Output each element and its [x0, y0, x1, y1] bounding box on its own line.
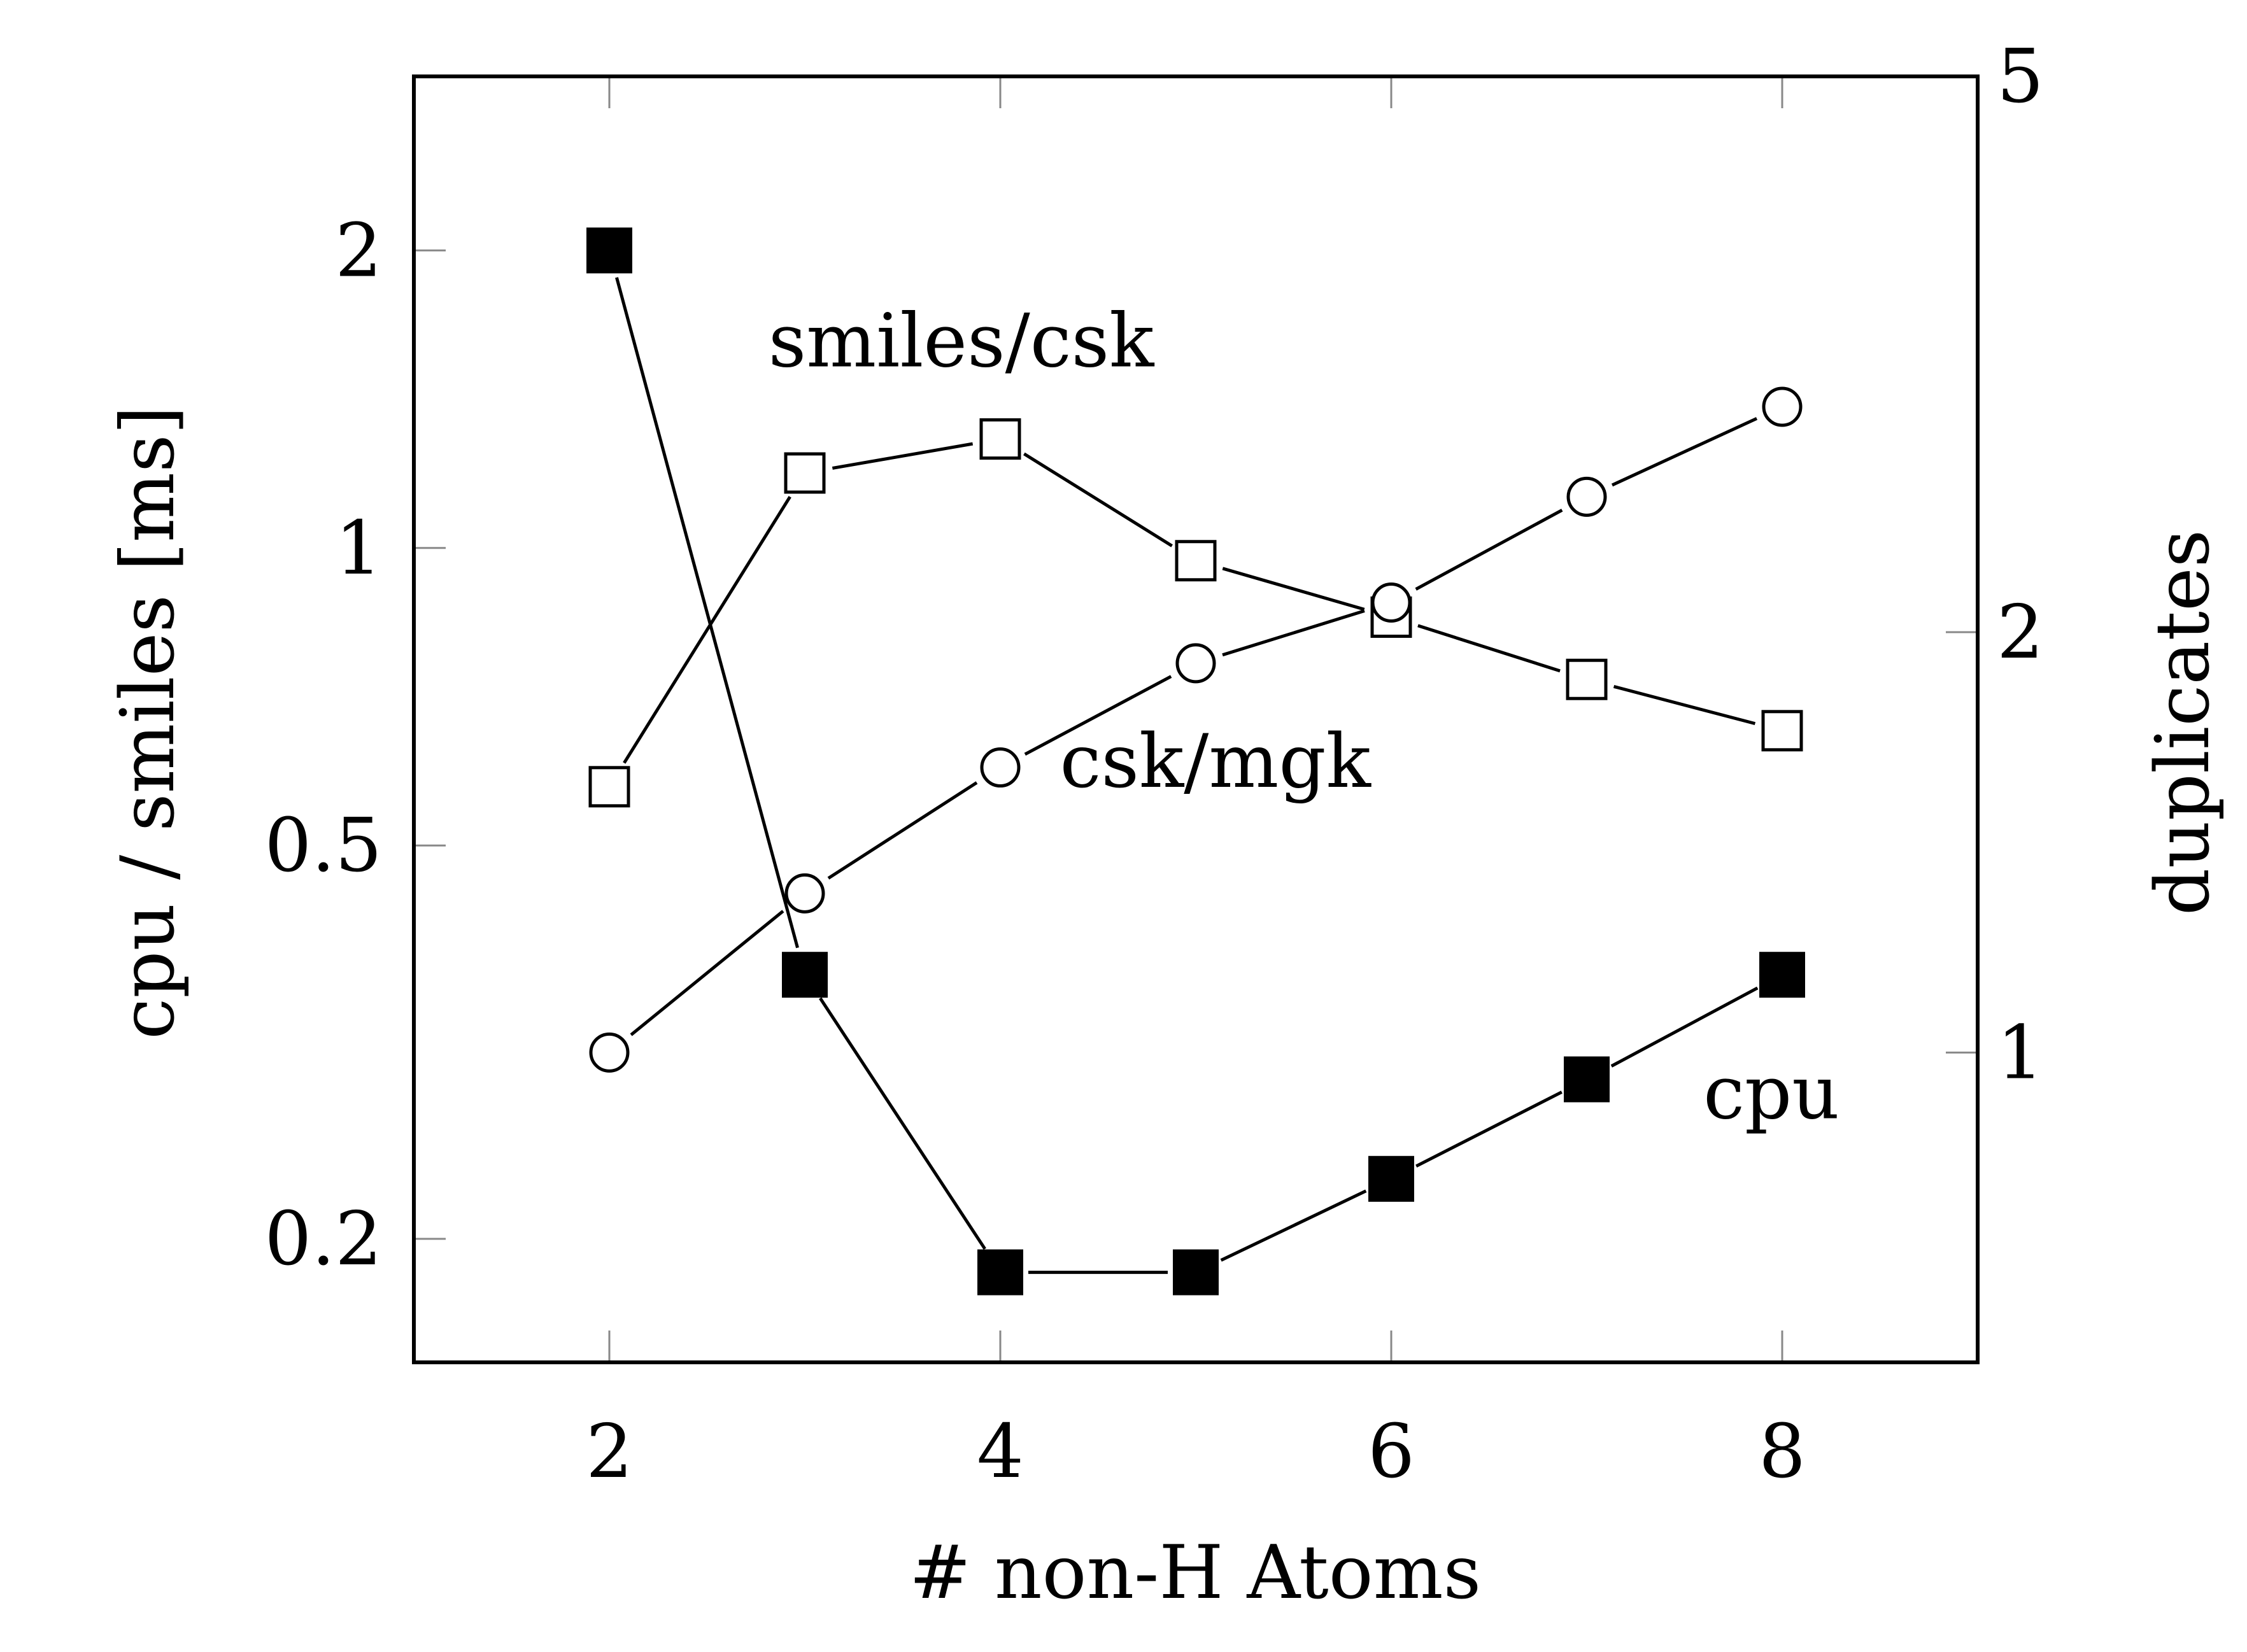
point-smiles-csk	[588, 766, 630, 808]
y-axis-title-left: cpu / smiles [ms]	[105, 406, 191, 1040]
series-lines	[615, 277, 1759, 1274]
point-csk-mgk	[1371, 582, 1412, 623]
point-csk-mgk	[784, 873, 825, 914]
tick-labels: 2 4 6 8 0.2 0.5 1 2 1 2 5 cpu smiles/csk csk/mgk	[265, 34, 2044, 1495]
series-line-csk-mgk	[827, 781, 978, 880]
series-line-cpu	[1415, 1091, 1563, 1168]
series-line-smiles-csk	[623, 496, 791, 764]
plot-frame	[412, 74, 1980, 1364]
series-line-csk-mgk	[1222, 609, 1365, 657]
y-axis-title-right: duplicates	[2140, 530, 2226, 915]
y-tick-label-left: 0.5	[265, 803, 382, 889]
point-csk-mgk	[1566, 476, 1607, 517]
series-line-smiles-csk	[1222, 567, 1365, 611]
point-csk-mgk	[980, 747, 1021, 788]
x-tick-label: 4	[977, 1409, 1024, 1495]
y-tick-label-right: 1	[1997, 1010, 2044, 1096]
y-tick-label-right: 5	[1997, 34, 2044, 120]
point-csk-mgk	[1175, 643, 1216, 684]
series-line-csk-mgk	[1611, 417, 1758, 487]
point-csk-mgk	[589, 1032, 630, 1073]
point-cpu	[586, 227, 632, 274]
y-tick-label-right: 2	[1997, 589, 2044, 675]
series-label-csk-mgk: csk/mgk	[1060, 719, 1372, 805]
series-markers	[586, 227, 1805, 1295]
point-smiles-csk	[979, 418, 1021, 460]
point-cpu	[1564, 1056, 1610, 1103]
series-line-cpu	[819, 997, 986, 1250]
series-line-csk-mgk	[1415, 509, 1563, 591]
series-line-smiles-csk	[1023, 452, 1173, 547]
point-smiles-csk	[784, 452, 826, 494]
x-axis-title: # non-H Atoms	[909, 1530, 1481, 1616]
point-cpu	[977, 1249, 1023, 1295]
series-line-cpu	[1610, 986, 1759, 1068]
x-tick-label: 8	[1759, 1409, 1806, 1495]
point-cpu	[1759, 952, 1805, 998]
series-line-smiles-csk	[832, 442, 974, 470]
point-cpu	[1173, 1249, 1219, 1295]
series-line-smiles-csk	[1613, 684, 1756, 726]
point-cpu	[782, 952, 828, 998]
y-tick-label-left: 0.2	[265, 1196, 382, 1282]
ticks	[414, 75, 1978, 1362]
series-label-cpu: cpu	[1703, 1050, 1839, 1136]
series-line-csk-mgk	[630, 910, 784, 1036]
y-tick-label-left: 1	[335, 505, 382, 591]
series-line-smiles-csk	[1417, 624, 1561, 673]
point-smiles-csk	[1761, 710, 1803, 752]
y-tick-label-left: 2	[335, 208, 382, 293]
point-cpu	[1368, 1155, 1414, 1202]
series-line-cpu	[615, 277, 799, 949]
point-smiles-csk	[1566, 658, 1608, 700]
x-tick-label: 6	[1368, 1409, 1415, 1495]
x-tick-label: 2	[586, 1409, 633, 1495]
series-label-smiles-csk: smiles/csk	[769, 298, 1155, 384]
series-line-cpu	[1220, 1189, 1367, 1262]
series-line-csk-mgk	[1024, 675, 1172, 756]
point-smiles-csk	[1175, 540, 1217, 582]
point-csk-mgk	[1762, 386, 1803, 427]
